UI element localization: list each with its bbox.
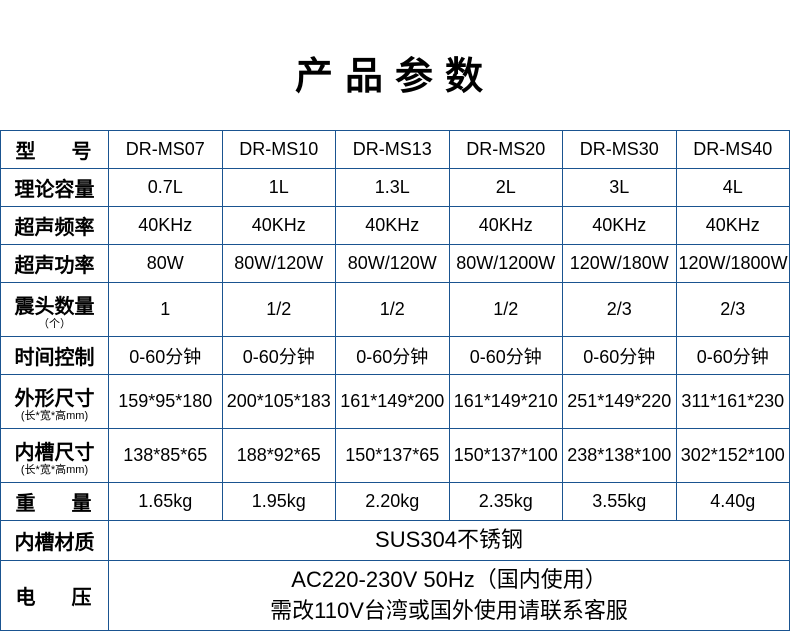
label-inner: 内槽尺寸 (长*宽*高mm) <box>1 429 109 483</box>
cell: 2.20kg <box>336 483 450 521</box>
cell: 80W/120W <box>336 245 450 283</box>
cell: 40KHz <box>222 207 336 245</box>
cell: 80W <box>109 245 223 283</box>
cell: 2.35kg <box>449 483 563 521</box>
cell: 150*137*65 <box>336 429 450 483</box>
cell: 80W/120W <box>222 245 336 283</box>
cell: 302*152*100 <box>676 429 790 483</box>
cell: 0.7L <box>109 169 223 207</box>
cell: DR-MS10 <box>222 131 336 169</box>
row-power: 超声功率 80W 80W/120W 80W/120W 80W/1200W 120… <box>1 245 790 283</box>
label-frequency: 超声频率 <box>1 207 109 245</box>
cell: DR-MS30 <box>563 131 677 169</box>
cell: 1L <box>222 169 336 207</box>
cell: DR-MS07 <box>109 131 223 169</box>
cell: 1.95kg <box>222 483 336 521</box>
cell: 0-60分钟 <box>109 337 223 375</box>
cell: 138*85*65 <box>109 429 223 483</box>
cell: 40KHz <box>449 207 563 245</box>
cell: 159*95*180 <box>109 375 223 429</box>
row-transducers: 震头数量 （个） 1 1/2 1/2 1/2 2/3 2/3 <box>1 283 790 337</box>
cell: 2L <box>449 169 563 207</box>
row-inner: 内槽尺寸 (长*宽*高mm) 138*85*65 188*92*65 150*1… <box>1 429 790 483</box>
cell: 120W/180W <box>563 245 677 283</box>
cell: 80W/1200W <box>449 245 563 283</box>
cell: 40KHz <box>336 207 450 245</box>
cell: 0-60分钟 <box>676 337 790 375</box>
cell: 1.3L <box>336 169 450 207</box>
cell: 2/3 <box>676 283 790 337</box>
cell-material: SUS304不锈钢 <box>109 521 790 561</box>
cell: 120W/1800W <box>676 245 790 283</box>
cell: 40KHz <box>676 207 790 245</box>
cell: 4L <box>676 169 790 207</box>
cell: DR-MS13 <box>336 131 450 169</box>
cell: 251*149*220 <box>563 375 677 429</box>
cell: 1 <box>109 283 223 337</box>
cell: 0-60分钟 <box>336 337 450 375</box>
cell: 40KHz <box>563 207 677 245</box>
cell: 0-60分钟 <box>222 337 336 375</box>
row-time: 时间控制 0-60分钟 0-60分钟 0-60分钟 0-60分钟 0-60分钟 … <box>1 337 790 375</box>
cell: 4.40g <box>676 483 790 521</box>
label-model: 型 号 <box>1 131 109 169</box>
cell: 2/3 <box>563 283 677 337</box>
row-voltage: 电 压 AC220-230V 50Hz（国内使用） 需改110V台湾或国外使用请… <box>1 560 790 631</box>
cell: 40KHz <box>109 207 223 245</box>
cell: 0-60分钟 <box>563 337 677 375</box>
cell: 311*161*230 <box>676 375 790 429</box>
label-capacity: 理论容量 <box>1 169 109 207</box>
cell: 3.55kg <box>563 483 677 521</box>
cell: 1/2 <box>336 283 450 337</box>
cell: 0-60分钟 <box>449 337 563 375</box>
label-weight: 重 量 <box>1 483 109 521</box>
cell: DR-MS40 <box>676 131 790 169</box>
row-frequency: 超声频率 40KHz 40KHz 40KHz 40KHz 40KHz 40KHz <box>1 207 790 245</box>
spec-table: 型 号 DR-MS07 DR-MS10 DR-MS13 DR-MS20 DR-M… <box>0 130 790 631</box>
label-material: 内槽材质 <box>1 521 109 561</box>
row-material: 内槽材质 SUS304不锈钢 <box>1 521 790 561</box>
cell: 1/2 <box>222 283 336 337</box>
cell: 161*149*200 <box>336 375 450 429</box>
label-voltage: 电 压 <box>1 560 109 631</box>
cell-voltage: AC220-230V 50Hz（国内使用） 需改110V台湾或国外使用请联系客服 <box>109 560 790 631</box>
page-title: 产品参数 <box>0 0 790 130</box>
cell: 1/2 <box>449 283 563 337</box>
row-model: 型 号 DR-MS07 DR-MS10 DR-MS13 DR-MS20 DR-M… <box>1 131 790 169</box>
label-outer: 外形尺寸 (长*宽*高mm) <box>1 375 109 429</box>
label-time: 时间控制 <box>1 337 109 375</box>
cell: 3L <box>563 169 677 207</box>
cell: 238*138*100 <box>563 429 677 483</box>
row-weight: 重 量 1.65kg 1.95kg 2.20kg 2.35kg 3.55kg 4… <box>1 483 790 521</box>
row-outer: 外形尺寸 (长*宽*高mm) 159*95*180 200*105*183 16… <box>1 375 790 429</box>
cell: 188*92*65 <box>222 429 336 483</box>
label-transducers: 震头数量 （个） <box>1 283 109 337</box>
cell: 1.65kg <box>109 483 223 521</box>
cell: DR-MS20 <box>449 131 563 169</box>
cell: 200*105*183 <box>222 375 336 429</box>
label-power: 超声功率 <box>1 245 109 283</box>
cell: 161*149*210 <box>449 375 563 429</box>
row-capacity: 理论容量 0.7L 1L 1.3L 2L 3L 4L <box>1 169 790 207</box>
cell: 150*137*100 <box>449 429 563 483</box>
